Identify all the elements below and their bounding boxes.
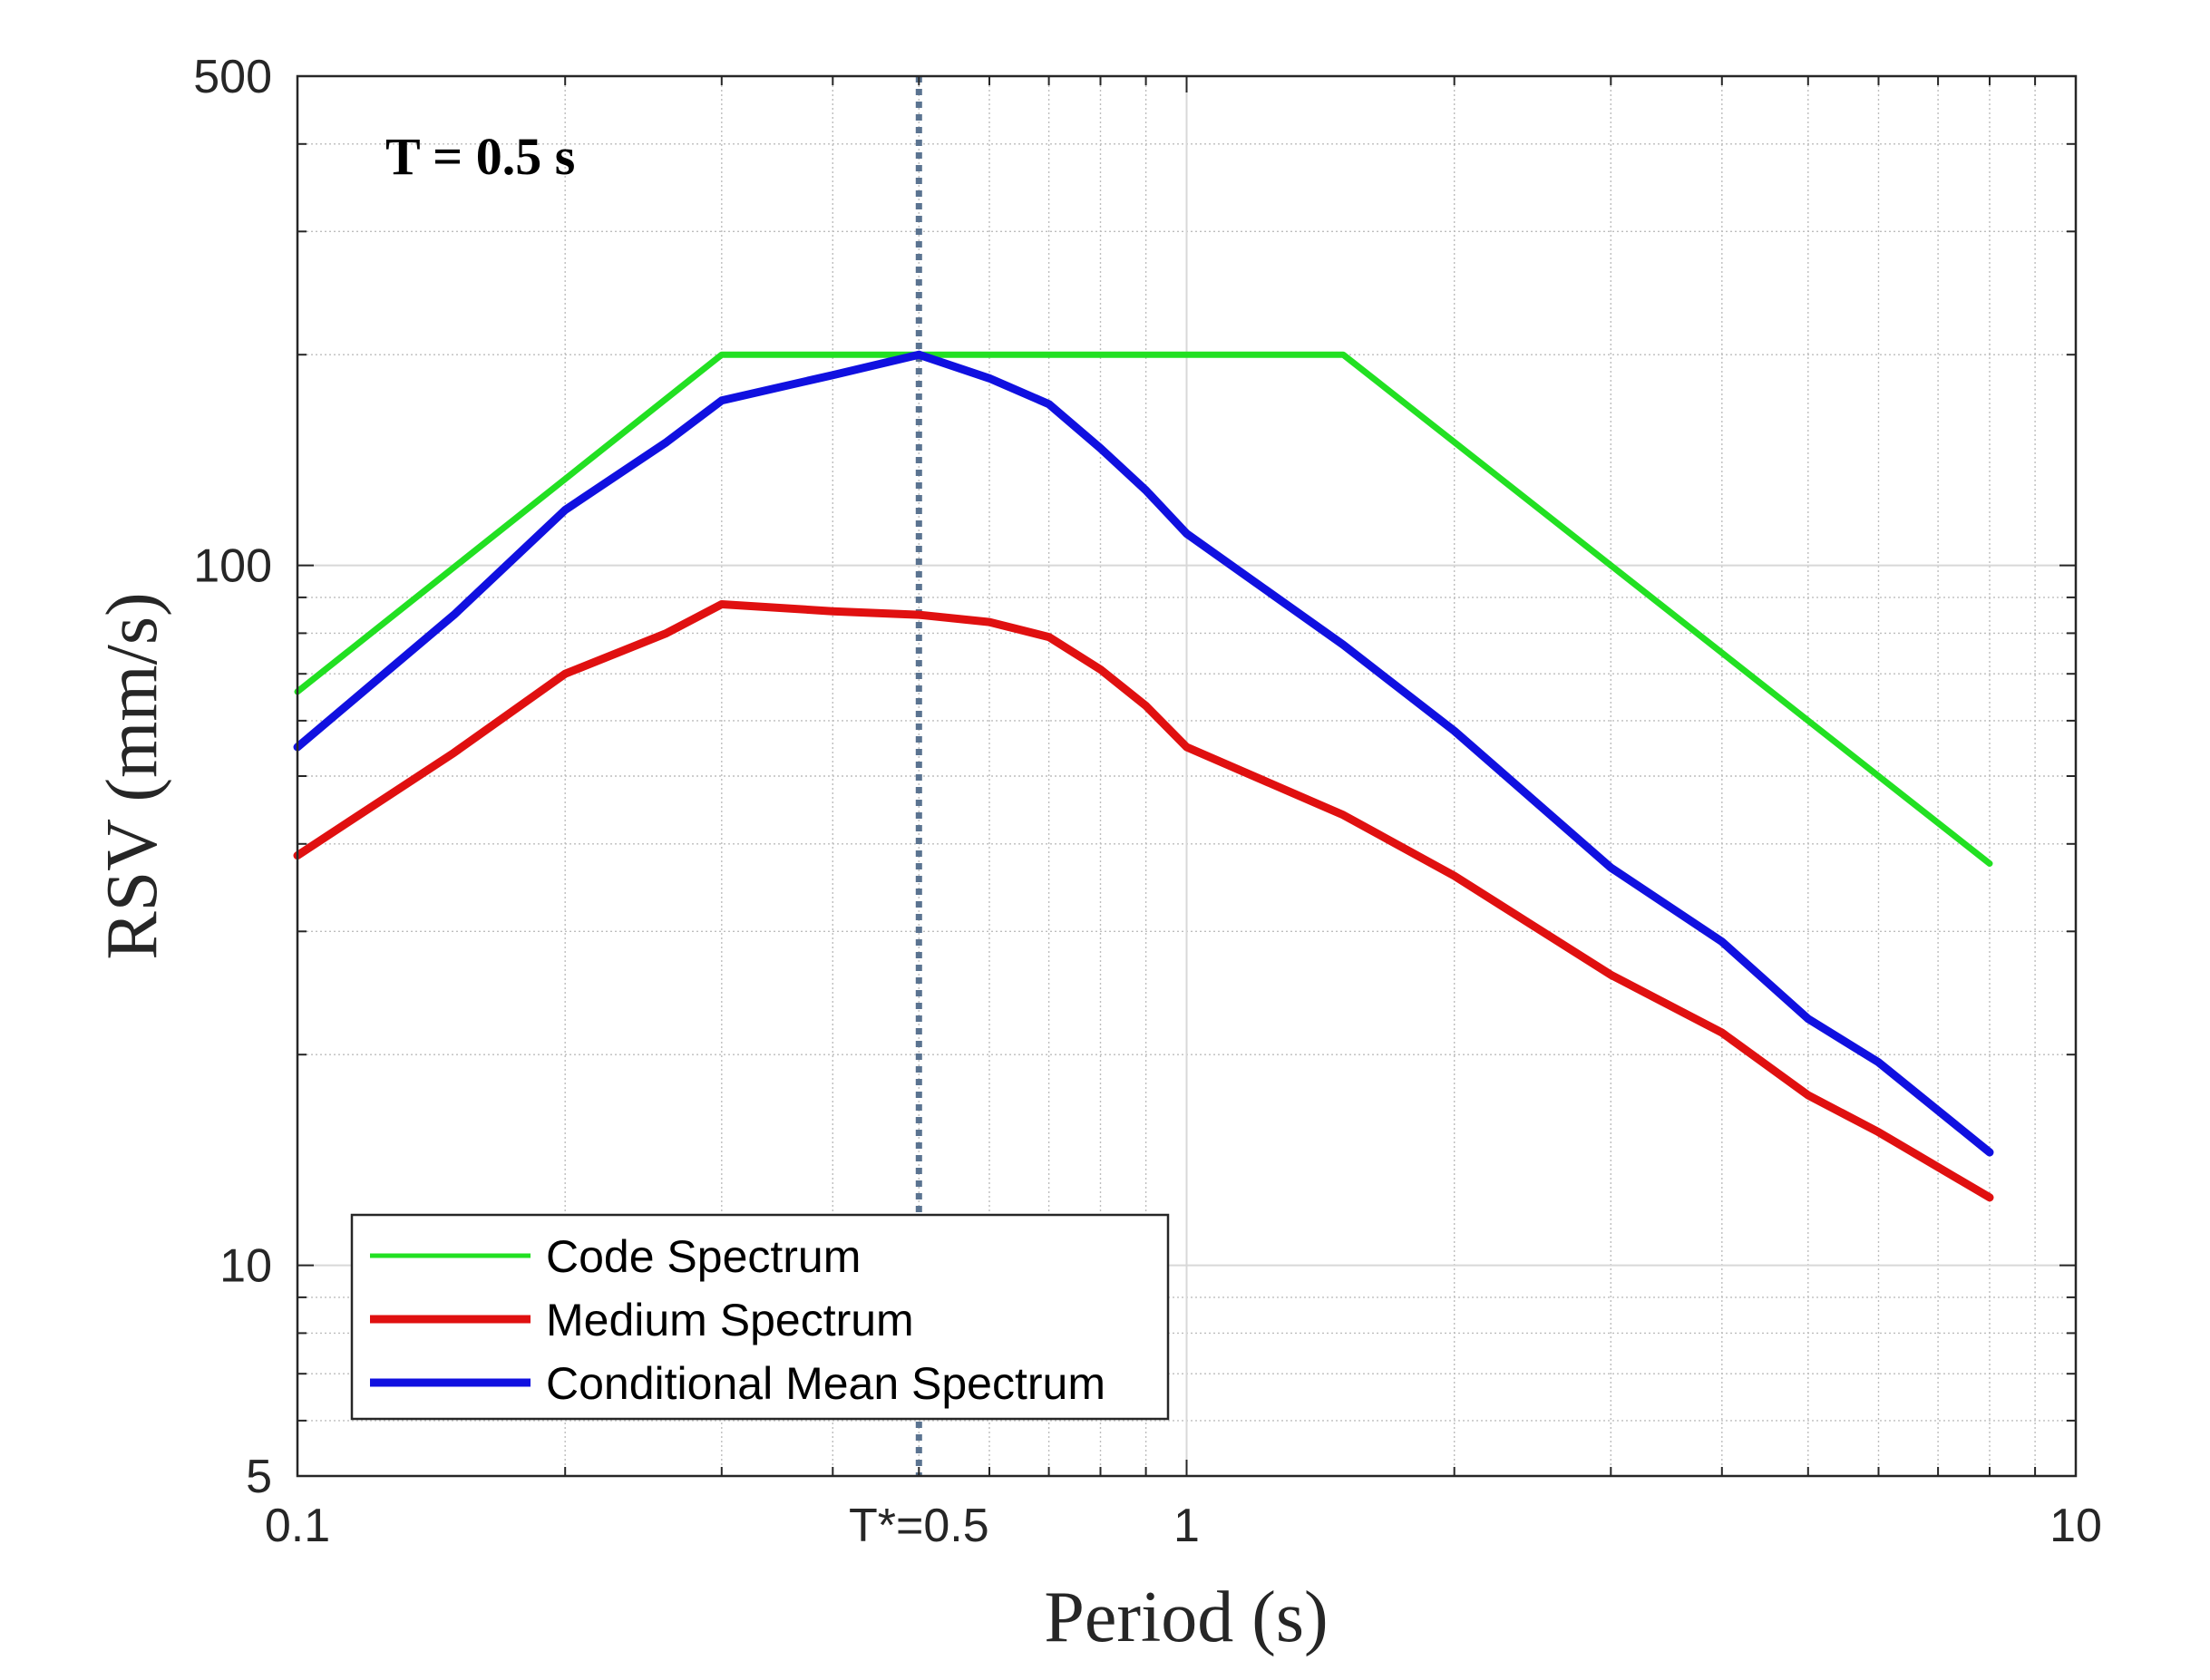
x-tick-labels: 0.1 T*=0.5 1 10	[265, 1500, 2102, 1552]
y-axis-label: RSV (mm/s)	[92, 592, 172, 959]
series-group	[293, 350, 1994, 1202]
y-tick-label: 500	[193, 51, 272, 103]
code-spectrum-line	[294, 351, 1993, 867]
axis-tick-marks	[297, 76, 2076, 1476]
legend-label-code: Code Spectrum	[546, 1231, 861, 1282]
conditional-mean-spectrum-line	[293, 350, 1994, 1157]
y-tick-labels: 5 10 100 500	[193, 51, 272, 1503]
medium-spectrum-line	[293, 600, 1994, 1202]
y-tick-label: 5	[246, 1451, 272, 1503]
x-tick-label: T*=0.5	[849, 1500, 989, 1552]
legend: Code Spectrum Medium Spectrum Conditiona…	[350, 1213, 1170, 1421]
legend-label-medium: Medium Spectrum	[546, 1295, 914, 1345]
y-tick-label: 100	[193, 540, 272, 593]
y-tick-label: 10	[219, 1240, 272, 1293]
legend-label-cms: Conditional Mean Spectrum	[546, 1358, 1105, 1409]
x-axis-label: Period (s)	[1044, 1578, 1328, 1657]
x-tick-label: 0.1	[265, 1500, 330, 1552]
x-tick-label: 1	[1173, 1500, 1200, 1552]
x-tick-label: 10	[2049, 1500, 2102, 1552]
period-annotation: T = 0.5 s	[385, 127, 575, 186]
